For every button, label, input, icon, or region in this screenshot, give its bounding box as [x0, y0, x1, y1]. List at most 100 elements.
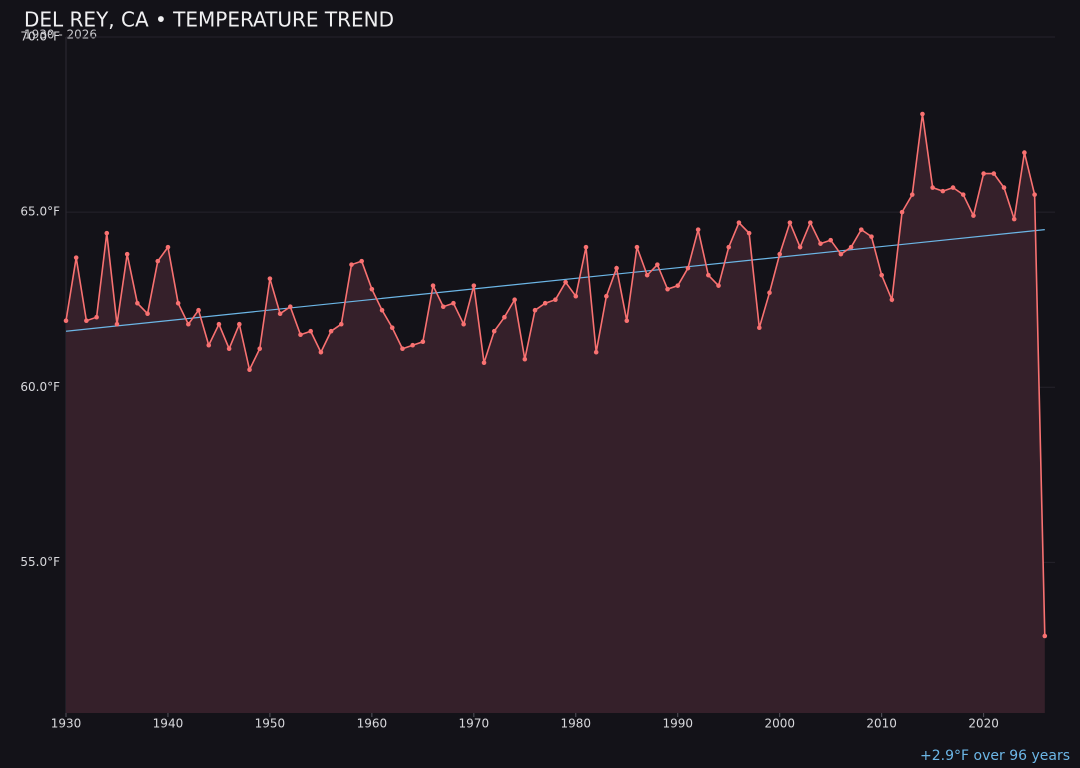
point	[542, 300, 548, 306]
point	[879, 272, 884, 278]
x-tick-label: 2000	[764, 717, 795, 731]
point	[787, 220, 793, 225]
point	[481, 360, 487, 366]
x-tick-label: 1930	[51, 717, 82, 731]
point	[757, 325, 762, 331]
point	[379, 307, 385, 313]
point	[359, 258, 364, 264]
point	[1011, 216, 1017, 222]
point	[746, 230, 752, 236]
point	[828, 237, 833, 243]
point	[135, 300, 140, 306]
point	[583, 244, 589, 250]
point	[695, 227, 701, 232]
point	[165, 244, 171, 250]
point	[430, 283, 436, 288]
point	[1022, 150, 1027, 155]
point	[675, 283, 681, 288]
point	[237, 321, 242, 327]
x-tick-label: 2020	[968, 717, 999, 731]
point	[920, 111, 925, 117]
point	[512, 297, 517, 302]
point	[471, 283, 477, 288]
point	[818, 241, 823, 246]
point	[63, 318, 69, 324]
point	[930, 185, 935, 190]
point	[226, 346, 232, 352]
y-tick-label: 55.0°F	[20, 555, 60, 569]
y-tick-label: 65.0°F	[20, 205, 60, 219]
point	[145, 311, 150, 317]
point	[1001, 185, 1007, 190]
point	[257, 346, 263, 352]
point	[328, 328, 334, 334]
point	[767, 290, 772, 295]
point	[909, 192, 915, 197]
point	[604, 293, 609, 299]
point	[869, 234, 874, 239]
point	[736, 220, 742, 225]
point	[410, 342, 415, 348]
point	[1032, 192, 1037, 197]
point	[73, 255, 79, 260]
point	[502, 314, 507, 320]
point	[981, 171, 986, 176]
point	[318, 349, 324, 355]
point	[267, 276, 273, 281]
point	[124, 251, 130, 257]
point	[400, 346, 405, 352]
x-tick-label: 2010	[866, 717, 897, 731]
point	[960, 192, 966, 197]
y-tick-label: 60.0°F	[20, 380, 60, 394]
point	[298, 332, 303, 338]
point	[807, 220, 813, 225]
point	[614, 265, 619, 271]
point	[685, 265, 691, 271]
annotation: +2.9°F over 96 years	[920, 748, 1070, 764]
point	[196, 307, 201, 313]
point	[186, 321, 191, 327]
point	[644, 272, 650, 278]
point	[624, 318, 630, 324]
point	[440, 304, 446, 309]
point	[797, 244, 803, 250]
x-tick-label: 1990	[662, 717, 693, 731]
point	[369, 286, 375, 292]
x-tick-label: 1950	[255, 717, 286, 731]
point	[553, 297, 558, 302]
point	[563, 279, 568, 285]
point	[889, 297, 895, 302]
point	[716, 283, 721, 288]
point	[838, 251, 844, 257]
point	[206, 342, 212, 348]
point	[216, 321, 222, 327]
point	[308, 328, 314, 334]
point	[104, 230, 110, 236]
x-tick-label: 1940	[153, 717, 184, 731]
point	[593, 349, 599, 355]
x-tick-label: 1970	[459, 717, 490, 731]
point	[950, 185, 956, 190]
point	[420, 339, 426, 345]
point	[491, 328, 497, 334]
point	[777, 251, 783, 257]
point	[991, 171, 997, 176]
point	[451, 300, 456, 306]
point	[461, 321, 466, 327]
trend-line	[65, 229, 1045, 332]
point	[726, 244, 732, 250]
x-tick-label: 1960	[357, 717, 388, 731]
point	[532, 307, 538, 313]
point	[277, 311, 283, 317]
point	[573, 293, 579, 299]
point	[665, 286, 670, 292]
x-tick-label: 1980	[561, 717, 592, 731]
point	[940, 188, 946, 194]
area	[66, 114, 1045, 713]
point	[94, 314, 99, 320]
point	[706, 272, 711, 278]
point	[971, 213, 976, 218]
point	[247, 367, 252, 373]
point	[389, 325, 395, 331]
